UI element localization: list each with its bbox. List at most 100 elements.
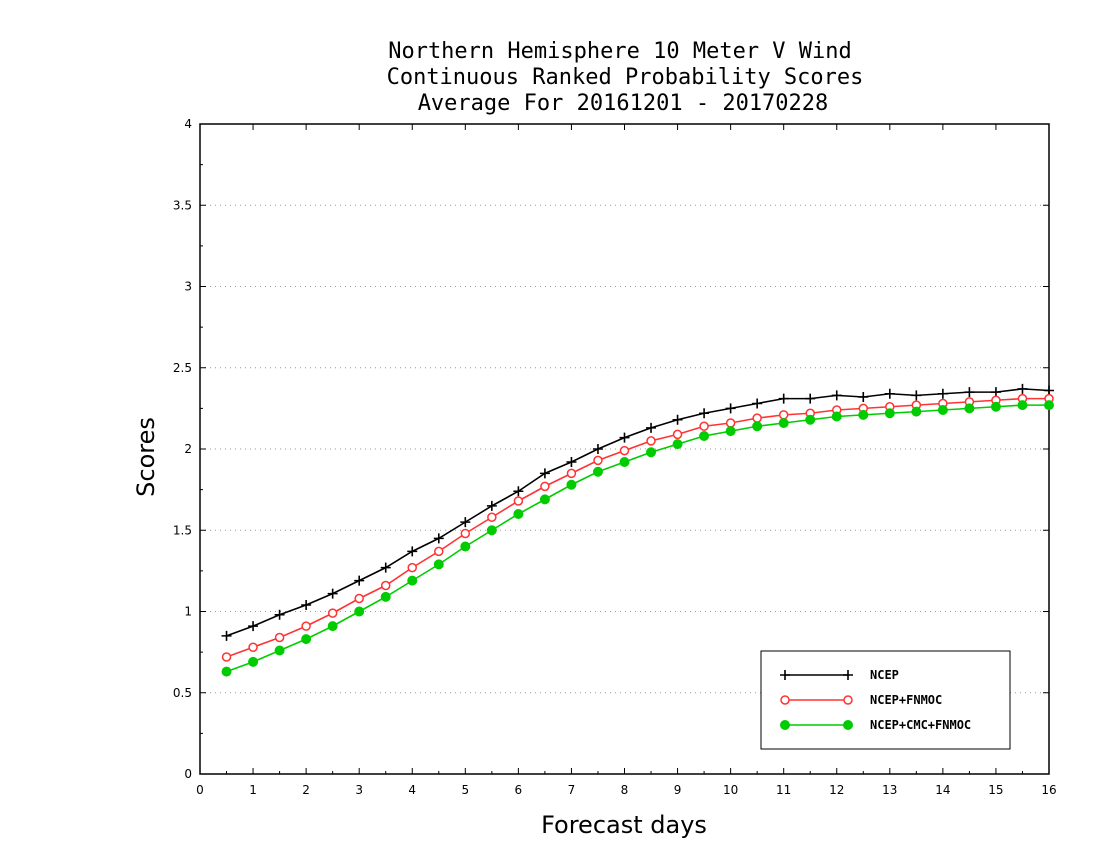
x-tick-label-5: 5 [461,783,469,797]
data-point-2-4 [327,621,338,632]
data-point-0-14 [592,444,603,454]
data-point-2-31 [1044,400,1054,411]
data-point-0-0 [221,630,232,641]
data-point-1-4 [327,608,338,618]
x-tick-label-16: 16 [1041,783,1056,797]
data-point-2-29 [990,401,1001,412]
data-point-0-20 [752,398,763,409]
data-point-1-10 [487,512,497,522]
x-tick-label-12: 12 [829,783,844,797]
data-point-0-21 [778,393,789,404]
y-tick-label-4: 2 [184,442,192,456]
data-point-0-19 [725,403,736,414]
legend-marker-end-0 [843,670,853,680]
data-point-2-1 [248,656,259,667]
legend-marker-end-1 [843,695,853,705]
data-point-2-3 [301,634,312,645]
x-tick-label-13: 13 [882,783,897,797]
data-point-1-5 [354,593,364,604]
data-point-0-17 [672,414,683,425]
data-point-0-13 [566,457,577,467]
series-group [221,383,1054,677]
data-point-0-31 [1044,385,1054,396]
y-axis-label: Scores [132,417,160,497]
legend-marker-end-2 [843,720,853,730]
data-point-2-11 [513,509,524,519]
data-point-1-21 [778,410,789,420]
data-point-2-20 [752,421,763,432]
data-point-1-3 [301,621,311,631]
data-point-2-23 [831,411,842,422]
series-line-0 [226,388,1050,637]
x-tick-label-10: 10 [723,783,738,797]
x-tick-label-11: 11 [776,783,791,797]
legend-marker-start-0 [780,670,790,680]
x-tick-label-9: 9 [674,783,682,797]
data-point-2-7 [407,575,418,586]
data-point-0-6 [380,562,391,573]
legend-label-0: NCEP [870,668,899,682]
data-point-2-2 [274,645,285,656]
y-tick-label-0: 0 [184,767,192,781]
data-point-0-23 [831,390,842,401]
data-point-1-9 [460,528,471,539]
data-point-2-30 [1017,400,1028,411]
data-point-2-5 [354,606,365,617]
data-point-0-11 [513,486,524,497]
data-point-1-15 [619,445,630,456]
x-tick-label-2: 2 [302,783,310,797]
data-point-0-3 [301,600,312,610]
data-point-1-16 [646,436,656,446]
y-tick-label-8: 4 [184,117,192,131]
data-point-0-28 [964,387,975,398]
data-point-1-14 [593,455,603,466]
x-tick-label-14: 14 [935,783,950,797]
legend-label-2: NCEP+CMC+FNMOC [870,718,971,732]
data-point-2-12 [539,494,550,505]
data-point-2-18 [699,431,710,441]
data-point-2-28 [964,403,975,414]
data-point-2-17 [672,439,683,450]
y-tick-label-2: 1 [184,605,192,619]
series-line-1 [226,397,1049,658]
data-point-1-2 [274,632,285,643]
data-point-2-22 [805,414,816,425]
title-line-1: Northern Hemisphere 10 Meter V Wind [388,39,852,64]
data-point-0-7 [407,546,418,557]
data-point-1-1 [248,642,258,652]
y-tick-label-5: 2.5 [173,361,192,375]
y-axis: 0 0.5 1 1.5 2 2.5 3 3.5 4 [173,117,1049,781]
y-tick-label-7: 3.5 [173,198,192,212]
data-point-1-13 [566,468,577,479]
x-tick-label-7: 7 [568,783,576,797]
data-point-0-12 [539,468,550,479]
y-tick-label-3: 1.5 [173,523,192,537]
legend: NCEP NCEP+FNMOC NCEP+CMC+FNMOC [760,650,1011,750]
data-point-2-15 [619,457,630,467]
data-point-1-6 [380,580,391,591]
data-point-0-4 [327,588,338,599]
data-point-0-1 [248,621,259,632]
x-tick-label-4: 4 [408,783,416,797]
x-axis: 0 1 2 3 4 5 6 7 8 9 10 11 12 13 14 15 16 [196,124,1057,797]
data-point-2-6 [380,591,391,602]
data-point-0-9 [460,517,471,528]
data-point-2-14 [592,466,603,477]
series-1 [221,393,1054,662]
data-point-1-7 [407,562,417,573]
data-point-2-9 [460,541,471,552]
data-point-2-0 [221,666,232,677]
data-point-2-16 [646,447,657,458]
x-tick-label-15: 15 [988,783,1003,797]
data-point-1-19 [725,418,736,428]
data-point-0-27 [937,388,948,399]
data-point-2-10 [486,525,497,536]
data-point-0-10 [486,500,497,511]
x-tick-label-0: 0 [196,783,204,797]
data-point-0-18 [699,408,710,419]
x-tick-label-8: 8 [621,783,629,797]
data-point-2-13 [566,479,577,490]
data-point-0-15 [619,432,630,443]
